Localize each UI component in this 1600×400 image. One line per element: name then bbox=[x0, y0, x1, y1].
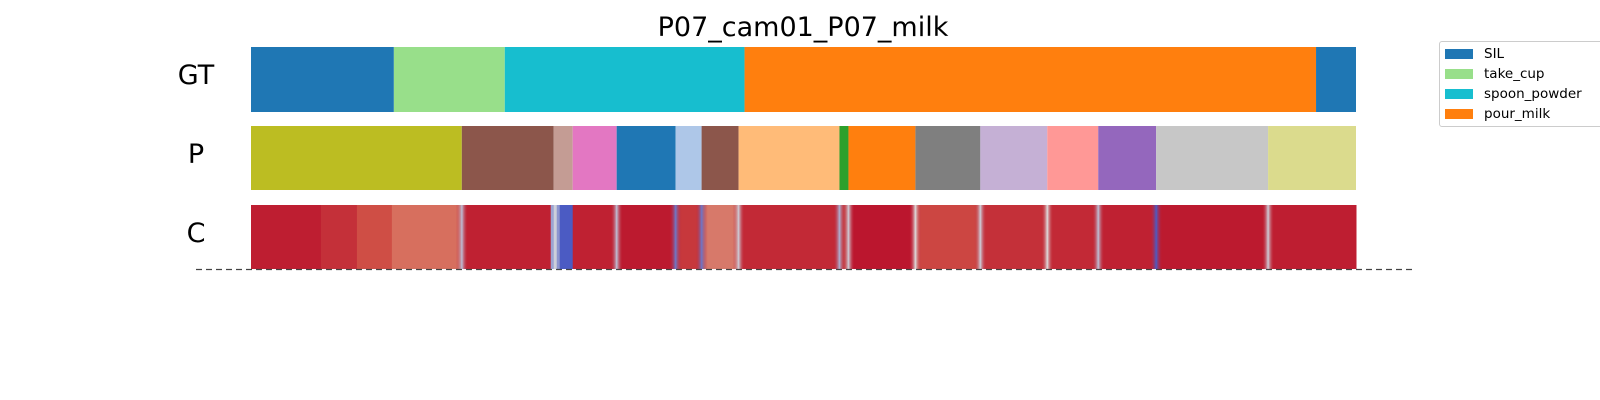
legend-item: take_cup bbox=[1445, 64, 1545, 84]
prediction-segment bbox=[616, 126, 676, 190]
prediction-segment bbox=[839, 126, 849, 190]
confidence-segment bbox=[356, 205, 393, 269]
confidence-transition bbox=[1262, 205, 1275, 269]
confidence-segment bbox=[320, 205, 358, 269]
confidence-segment bbox=[1156, 205, 1269, 269]
confidence-transition bbox=[732, 205, 745, 269]
gt-segment bbox=[1316, 47, 1356, 112]
prediction-segment bbox=[251, 126, 462, 190]
prediction-segment bbox=[675, 126, 702, 190]
confidence-transition bbox=[669, 205, 682, 269]
legend-label: SIL bbox=[1484, 46, 1505, 62]
confidence-segment bbox=[559, 205, 574, 269]
confidence-segment bbox=[550, 205, 555, 269]
confidence-segment bbox=[738, 205, 840, 269]
confidence-transition bbox=[610, 205, 623, 269]
prediction-segment bbox=[572, 126, 617, 190]
prediction-segment bbox=[980, 126, 1048, 190]
confidence-segment bbox=[251, 205, 322, 269]
prediction-segment bbox=[701, 126, 739, 190]
confidence-transition bbox=[695, 205, 708, 269]
confidence-segment bbox=[391, 205, 462, 269]
legend-swatch bbox=[1445, 89, 1473, 99]
confidence-transition bbox=[1150, 205, 1163, 269]
confidence-segment bbox=[848, 205, 916, 269]
confidence-segment bbox=[1047, 205, 1099, 269]
gt-segment bbox=[744, 47, 1317, 112]
prediction-segment bbox=[1098, 126, 1157, 190]
confidence-segment bbox=[980, 205, 1048, 269]
legend-label: spoon_powder bbox=[1484, 86, 1582, 102]
row-label-p: P bbox=[187, 139, 205, 170]
prediction-segment bbox=[1268, 126, 1356, 190]
legend-item: SIL bbox=[1445, 44, 1504, 64]
legend-item: pour_milk bbox=[1445, 104, 1550, 124]
confidence-segment bbox=[572, 205, 618, 269]
confidence-segment bbox=[915, 205, 981, 269]
confidence-segment bbox=[460, 205, 552, 269]
row-label-gt: GT bbox=[177, 60, 215, 91]
prediction-row bbox=[251, 126, 1356, 190]
confidence-segment bbox=[553, 205, 558, 269]
confidence-transition bbox=[909, 205, 922, 269]
confidence-segment bbox=[556, 205, 561, 269]
legend: SIL take_cup spoon_powder pour_milk bbox=[1439, 41, 1600, 127]
prediction-segment bbox=[738, 126, 840, 190]
prediction-segment bbox=[1156, 126, 1269, 190]
prediction-segment bbox=[461, 126, 554, 190]
confidence-transition bbox=[1041, 205, 1054, 269]
confidence-segment bbox=[1268, 205, 1357, 269]
legend-label: take_cup bbox=[1484, 66, 1545, 82]
legend-swatch bbox=[1445, 109, 1473, 119]
chart-title: P07_cam01_P07_milk bbox=[657, 12, 949, 43]
confidence-segment bbox=[616, 205, 676, 269]
confidence-transition bbox=[974, 205, 987, 269]
legend-swatch bbox=[1445, 69, 1473, 79]
confidence-transition bbox=[842, 205, 855, 269]
gt-segment bbox=[393, 47, 505, 112]
gt-segment bbox=[504, 47, 745, 112]
legend-label: pour_milk bbox=[1484, 106, 1551, 122]
prediction-segment bbox=[915, 126, 981, 190]
confidence-row bbox=[251, 205, 1357, 269]
confidence-transition bbox=[1092, 205, 1105, 269]
gt-segment bbox=[251, 47, 394, 112]
prediction-segment bbox=[553, 126, 573, 190]
confidence-transition bbox=[455, 205, 468, 269]
prediction-segment bbox=[848, 126, 916, 190]
legend-swatch bbox=[1445, 49, 1473, 59]
confidence-segment bbox=[1098, 205, 1157, 269]
row-label-c: C bbox=[186, 218, 206, 249]
gt-row bbox=[251, 47, 1356, 112]
legend-item: spoon_powder bbox=[1445, 84, 1582, 104]
prediction-segment bbox=[1047, 126, 1099, 190]
